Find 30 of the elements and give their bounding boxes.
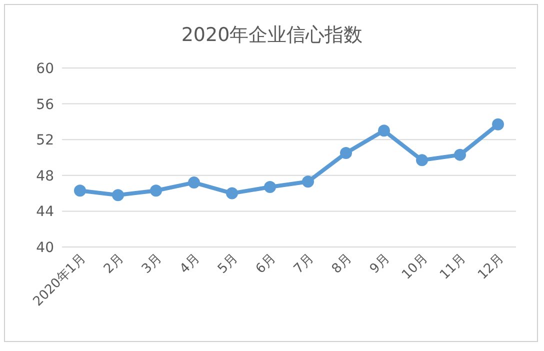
y-tick-label: 52 bbox=[36, 132, 54, 149]
x-tick-label: 7月 bbox=[291, 251, 317, 277]
y-tick-label: 48 bbox=[36, 168, 54, 184]
x-tick-label: 12月 bbox=[475, 251, 507, 283]
point bbox=[454, 148, 466, 161]
x-tick-label: 10月 bbox=[399, 251, 431, 283]
x-tick-label: 4月 bbox=[177, 251, 203, 277]
y-tick-label: 56 bbox=[36, 96, 54, 113]
x-tick-label: 3月 bbox=[139, 251, 165, 277]
x-tick-label: 8月 bbox=[329, 251, 355, 277]
x-tick-label: 6月 bbox=[253, 251, 279, 277]
point bbox=[378, 124, 390, 137]
point bbox=[226, 187, 238, 200]
chart-title: 2020年企业信心指数 bbox=[180, 23, 364, 48]
point bbox=[416, 154, 428, 166]
point bbox=[264, 181, 276, 194]
y-tick-label: 40 bbox=[36, 240, 54, 256]
point bbox=[492, 118, 504, 130]
y-tick-label: 44 bbox=[36, 204, 54, 220]
x-tick-label: 5月 bbox=[215, 251, 241, 277]
x-tick-label: 2月 bbox=[101, 251, 127, 277]
point bbox=[150, 184, 162, 197]
point bbox=[188, 176, 200, 189]
x-tick-label: 11月 bbox=[437, 251, 469, 283]
point bbox=[340, 147, 352, 160]
point bbox=[302, 176, 314, 188]
x-tick-label: 9月 bbox=[367, 251, 393, 277]
point bbox=[74, 184, 86, 197]
point bbox=[112, 189, 124, 202]
y-tick-label: 60 bbox=[36, 60, 54, 77]
